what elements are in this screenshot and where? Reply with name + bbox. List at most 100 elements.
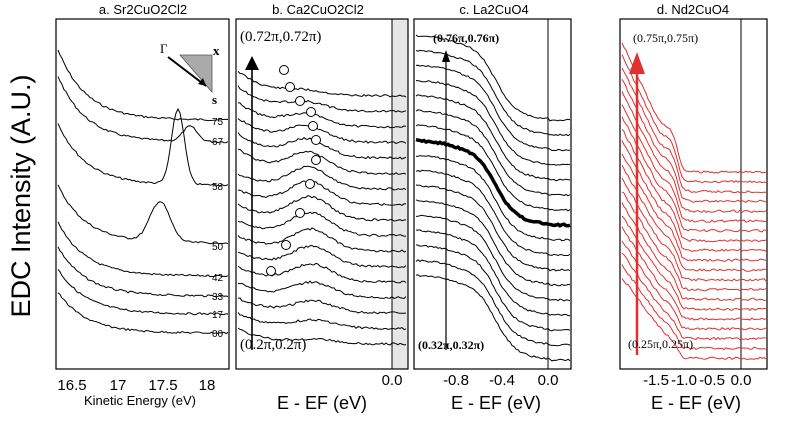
curve-label: 67 (212, 137, 224, 148)
panel-d-xtick: 0.0 (731, 372, 752, 389)
panel-b-shade (392, 19, 408, 369)
panel-d-edc-curve (621, 252, 767, 341)
peak-marker-circle (311, 135, 321, 145)
panel-d-curves (621, 42, 767, 361)
panel-a-edc-curve (57, 268, 229, 316)
panel-c-edc-curve (415, 259, 571, 347)
panel-d-edc-curve (621, 215, 767, 312)
panel-c-edc-curve (415, 80, 571, 166)
panel-c-k-start: (0.32π,0.32π) (418, 338, 484, 352)
peak-marker-circle (266, 266, 276, 276)
panel-b-k-end: (0.72π,0.72π) (240, 29, 321, 45)
panel-d-edc-curve (621, 278, 767, 361)
panel-a-edc-curve (57, 292, 229, 335)
panel-b-edc-curve (237, 280, 407, 300)
inset-x-label: x (213, 43, 220, 58)
panel-a-title: a. Sr2CuO2Cl2 (99, 2, 187, 17)
panel-c-edc-curve (415, 49, 571, 137)
panel-b-edc-curve (237, 70, 407, 98)
panel-a-edc-curve (57, 246, 229, 298)
panel-b-xlabel: E - EF (eV) (277, 393, 367, 413)
panel-d-xtick: -1.0 (671, 372, 697, 389)
panel-d-k-start: (0.25π,0.25π) (628, 337, 693, 351)
panel-c-edc-curve (415, 124, 571, 212)
panel-c-xtick: -0.8 (443, 372, 469, 389)
inset-triangle (179, 54, 213, 94)
panel-d-edc-curve (621, 67, 767, 194)
panel-d-edc-curve (621, 264, 767, 351)
inset-s-label: s (212, 92, 217, 107)
panel-c-edc-curve (415, 64, 571, 152)
panel-c-edc-curve (415, 184, 571, 272)
panel-c-xtick: 0.0 (538, 372, 559, 389)
panel-c-k-end: (0.76π,0.76π) (433, 31, 499, 45)
panel-d-edc-curve (621, 191, 767, 292)
panel-a-edc-curve (57, 76, 229, 144)
panel-c-curves (415, 34, 571, 362)
panel-d-edc-curve (621, 226, 767, 321)
panel-d-xtick: -0.5 (699, 372, 725, 389)
panel-a: a. Sr2CuO2Cl2 Γ x s 75 67 58 50 42 33 17… (55, 2, 230, 408)
panel-c-edc-curve (415, 94, 571, 182)
panel-b-frame (235, 18, 409, 370)
panel-b-edc-curve (237, 211, 407, 237)
panel-d-edc-curve (621, 129, 767, 243)
panel-c-edc-curve (415, 169, 571, 257)
panel-d-edc-curve (621, 78, 767, 203)
curve-label: 50 (212, 242, 224, 253)
panel-a-inset: Γ x s (160, 41, 220, 107)
panel-b-edc-curve (237, 312, 407, 331)
panel-d-xlabel: E - EF (eV) (651, 393, 741, 413)
panel-d-edc-curve (621, 165, 767, 272)
panel-b-k-arrow-head (245, 56, 259, 70)
peak-marker-circle (295, 96, 305, 106)
panel-c-edc-curve (415, 274, 571, 362)
panel-b: b. Ca2CuO2Cl2 (0.72π,0.72π) (0.2π,0.2π) … (235, 2, 409, 413)
curve-label: 17 (212, 310, 224, 321)
panel-c-edc-curve (415, 34, 571, 122)
panel-d-edc-curve (621, 140, 767, 253)
panel-c-frame (413, 18, 572, 370)
panel-c-edc-curve (415, 199, 571, 287)
panel-d-edc-curve (621, 153, 767, 263)
panel-b-k-start: (0.2π,0.2π) (240, 337, 306, 353)
inset-arrow-head (198, 78, 206, 86)
curve-label: 58 (212, 182, 224, 193)
panel-d-edc-curve (621, 104, 767, 223)
peak-marker-circle (281, 240, 291, 250)
panel-b-edc-curve (237, 195, 407, 222)
curve-label: 75 (212, 117, 224, 128)
panel-d-edc-curve (621, 177, 767, 282)
panel-d-k-arrow-head (629, 52, 645, 74)
panel-d-edc-curve (621, 116, 767, 233)
panel-a-xlabel: Kinetic Energy (eV) (84, 393, 196, 408)
panel-c-edc-curve (415, 155, 571, 242)
peak-marker-circle (305, 179, 315, 189)
panel-d-frame (619, 18, 768, 370)
panel-b-edc-curve (237, 165, 407, 191)
panel-b-edc-curve (237, 262, 407, 284)
panel-b-edc-curve (238, 148, 407, 175)
panel-d: d. Nd2CuO4 (0.75π,0.75π) (0.25π,0.25π) -… (619, 2, 768, 413)
panel-d-k-end: (0.75π,0.75π) (633, 31, 698, 45)
panel-d-title: d. Nd2CuO4 (657, 2, 729, 17)
panel-c: c. La2CuO4 (0.76π,0.76π) (0.32π,0.32π) -… (413, 2, 572, 413)
panel-b-edc-curve (237, 227, 407, 253)
y-axis-label: EDC Intensity (A.U.) (6, 74, 36, 317)
panel-b-peak-markers (266, 65, 321, 276)
panel-d-edc-curve (621, 91, 767, 213)
panel-d-xtick: -1.5 (643, 372, 669, 389)
panel-d-edc-curve (621, 240, 767, 331)
panel-a-curve-labels: 75 67 58 50 42 33 17 00 (212, 117, 224, 340)
inset-arrow (167, 56, 207, 87)
panel-a-edc-curve (57, 221, 229, 278)
peak-marker-circle (311, 155, 321, 165)
panel-d-edc-curve (621, 42, 767, 174)
panel-c-edc-curve (415, 214, 571, 302)
panel-a-edc-curve (57, 107, 229, 187)
panel-d-edc-curve (621, 202, 767, 302)
panel-b-title: b. Ca2CuO2Cl2 (272, 2, 364, 17)
panel-b-xtick: 0.0 (382, 372, 403, 389)
panel-a-edc-curve (57, 184, 229, 245)
